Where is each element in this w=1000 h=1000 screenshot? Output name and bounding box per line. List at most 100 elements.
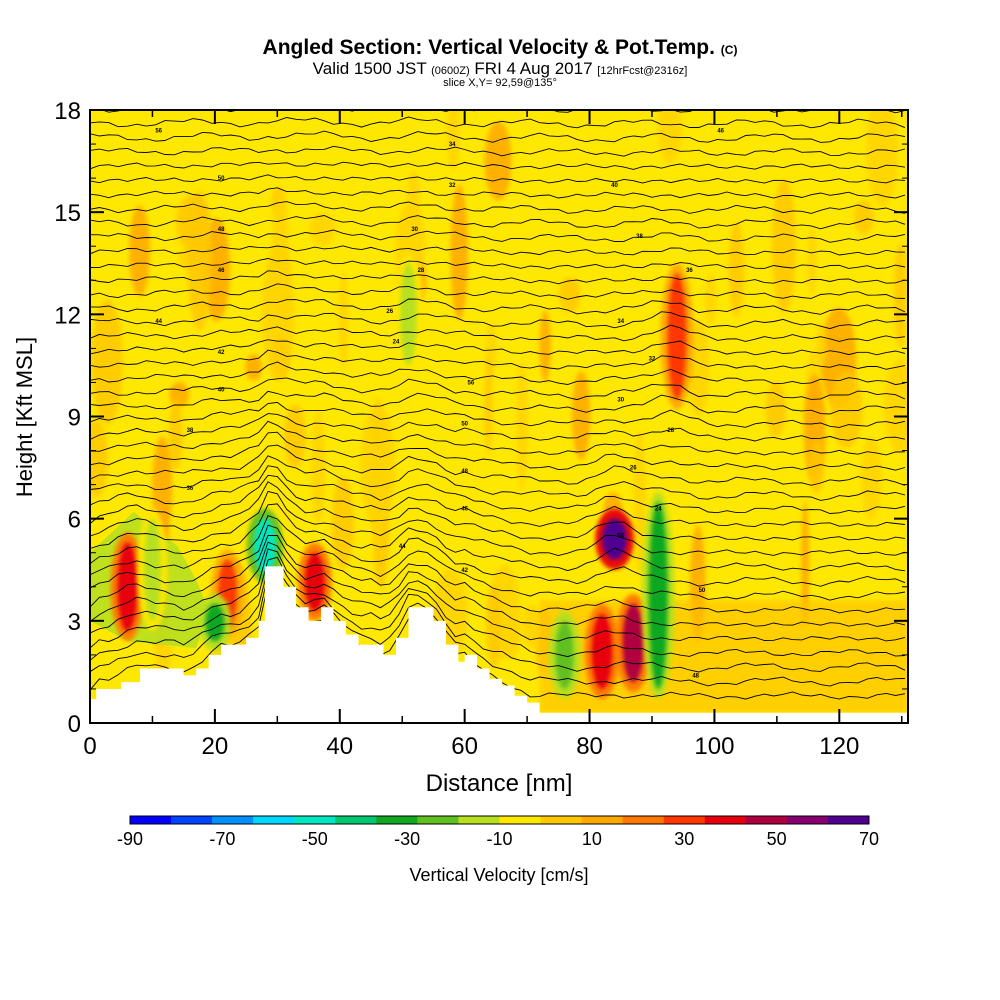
colorbar-segment xyxy=(704,816,747,824)
contour-label: 56 xyxy=(468,380,475,386)
contour-label: 26 xyxy=(630,466,637,472)
colorbar: -90 -70 -50 -30 -10 10 30 50 70 xyxy=(117,815,879,849)
chart-subtitle: Valid 1500 JST (0600Z) FRI 4 Aug 2017 [1… xyxy=(0,59,1000,79)
theta-contour-line xyxy=(90,568,906,673)
colorbar-segment xyxy=(581,816,624,824)
colorbar-segment xyxy=(499,816,542,824)
y-tick-label: 3 xyxy=(68,609,81,636)
field-streak xyxy=(884,359,908,454)
terrain xyxy=(90,566,908,723)
colorbar-tick-label: -70 xyxy=(209,829,235,849)
theta-contour-line xyxy=(90,390,905,415)
field-streak xyxy=(484,355,493,455)
field-streak xyxy=(187,190,212,331)
field-streak xyxy=(861,436,882,520)
theta-contour-line xyxy=(90,201,906,214)
theta-contour-line xyxy=(90,258,905,270)
subtitle-valid: Valid 1500 JST xyxy=(312,59,427,78)
field-streak xyxy=(310,410,326,523)
contour-label: 26 xyxy=(386,309,393,315)
colorbar-segment xyxy=(335,816,377,824)
downdraft-cell xyxy=(648,501,668,689)
theta-contour-line xyxy=(90,573,905,687)
theta-contour-line xyxy=(90,311,905,330)
colorbar-segment xyxy=(827,816,870,824)
updraft-cell xyxy=(117,542,138,632)
theta-contour-line xyxy=(90,229,905,243)
theta-contour-line xyxy=(90,541,906,627)
colorbar-segment xyxy=(130,816,172,824)
contour-label: 48 xyxy=(461,469,468,475)
field-streak xyxy=(816,323,827,367)
colorbar-tick-label: 50 xyxy=(767,829,787,849)
contour-label: 56 xyxy=(617,534,624,540)
y-tick-label: 9 xyxy=(68,405,81,432)
colorbar-segment xyxy=(622,816,665,824)
theta-contour-line xyxy=(90,556,905,658)
field-streak xyxy=(571,370,591,460)
field-streak xyxy=(450,184,468,321)
colorbar-segment xyxy=(540,816,583,824)
field-streak xyxy=(807,227,817,296)
title-main: Angled Section: Vertical Velocity & Pot.… xyxy=(262,36,715,59)
field-streak xyxy=(501,612,521,659)
contour-label: 38 xyxy=(636,234,643,240)
theta-contour-line xyxy=(90,515,906,587)
theta-contour-line xyxy=(90,283,905,300)
theta-contour-line xyxy=(90,174,905,184)
colorbar-segment xyxy=(458,816,500,824)
field-streak xyxy=(854,200,874,235)
x-tick-label: 40 xyxy=(326,733,353,760)
field-streak xyxy=(90,420,108,498)
colorbar-frame xyxy=(129,815,870,825)
y-axis-label: Height [Kft MSL] xyxy=(12,337,37,497)
field-streak xyxy=(309,212,336,246)
theta-contour-line xyxy=(90,490,906,556)
updraft-cell xyxy=(304,552,325,611)
colorbar-segment xyxy=(376,816,418,824)
field-streak xyxy=(809,440,825,494)
field-streak xyxy=(801,501,810,627)
field-streak xyxy=(558,277,581,313)
theta-contour-line xyxy=(90,161,905,170)
field-streak xyxy=(169,381,190,407)
chart-title: Angled Section: Vertical Velocity & Pot.… xyxy=(0,36,1000,60)
theta-contour-line xyxy=(90,187,906,199)
updraft-cell xyxy=(602,518,627,560)
subtitle-date: FRI 4 Aug 2017 xyxy=(474,59,593,78)
contour-label: 34 xyxy=(617,319,624,325)
theta-contour-line xyxy=(90,474,905,528)
colorbar-segment xyxy=(786,816,829,824)
theta-contour-line xyxy=(90,215,906,230)
y-tick-label: 15 xyxy=(54,200,81,227)
field-streak xyxy=(484,121,512,201)
contour-label: 50 xyxy=(218,176,225,182)
updraft-cell xyxy=(622,603,645,683)
contour-label: 44 xyxy=(155,319,162,325)
updraft-cell xyxy=(591,614,613,689)
field-streak xyxy=(406,169,420,236)
y-tick-label: 12 xyxy=(54,302,81,329)
colorbar-segment xyxy=(212,816,254,824)
colorbar-segment xyxy=(171,816,213,824)
y-tick-label: 0 xyxy=(68,711,81,738)
colorbar-tick-label: 30 xyxy=(674,829,694,849)
x-tick-label: 20 xyxy=(202,733,229,760)
field-streak xyxy=(261,243,295,382)
x-tick-label: 60 xyxy=(451,733,478,760)
x-tick-label: 120 xyxy=(819,733,859,760)
theta-contour-line xyxy=(90,361,905,386)
x-tick-label: 0 xyxy=(83,733,96,760)
contour-label: 38 xyxy=(187,428,194,434)
contour-label: 24 xyxy=(393,340,400,346)
theta-contour-line xyxy=(90,145,906,157)
field-streak xyxy=(129,205,150,297)
contour-label: 46 xyxy=(717,128,724,134)
contour-label: 50 xyxy=(461,421,468,427)
field-streak xyxy=(894,243,907,349)
field-streak xyxy=(633,430,646,574)
theta-contour-line xyxy=(90,503,905,572)
field-streak xyxy=(331,476,354,569)
slice-label: slice X,Y= 92,59@135° xyxy=(443,77,557,89)
